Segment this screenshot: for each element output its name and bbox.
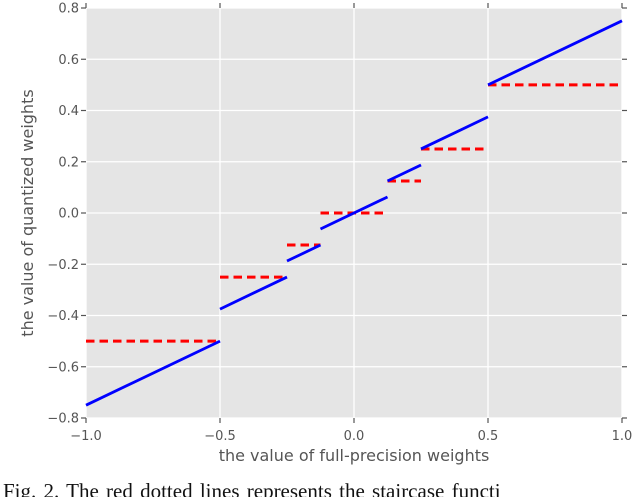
y-tick-label: 0.8 xyxy=(58,2,79,17)
quantization-function-segment xyxy=(319,195,389,231)
y-tick-label: 0.0 xyxy=(58,207,79,222)
x-tick-label: −0.5 xyxy=(204,429,236,444)
y-tick-label: −0.6 xyxy=(47,360,79,375)
quantization-function-segment xyxy=(219,275,288,311)
quantization-function-segment xyxy=(386,163,422,183)
y-tick-label: 0.6 xyxy=(58,53,79,68)
x-tick-label: 1.0 xyxy=(612,429,633,444)
figure-caption: Fig. 2. The red dotted lines represents … xyxy=(3,479,501,497)
quantization-function-segment xyxy=(286,243,322,263)
x-tick-label: 0.0 xyxy=(344,429,365,444)
quantization-function-segment xyxy=(487,19,623,87)
y-tick-label: −0.4 xyxy=(47,309,79,324)
y-tick-label: 0.2 xyxy=(58,155,79,170)
x-axis-label: the value of full-precision weights xyxy=(219,446,490,465)
y-tick-label: 0.4 xyxy=(58,104,79,119)
x-tick-label: 0.5 xyxy=(478,429,499,444)
y-axis-label: the value of quantized weights xyxy=(18,89,37,336)
y-tick-label: −0.2 xyxy=(47,258,79,273)
quantization-function-segment xyxy=(420,115,489,151)
quantization-function-segment xyxy=(85,339,221,407)
quantization-plot-canvas: −1.0 −0.5 0.0 0.5 1.0 −0.8 −0.6 −0.4 −0.2 0.0 0.2 0… xyxy=(18,2,633,466)
y-tick-label: −0.8 xyxy=(47,412,79,427)
x-tick-label: −1.0 xyxy=(70,429,102,444)
